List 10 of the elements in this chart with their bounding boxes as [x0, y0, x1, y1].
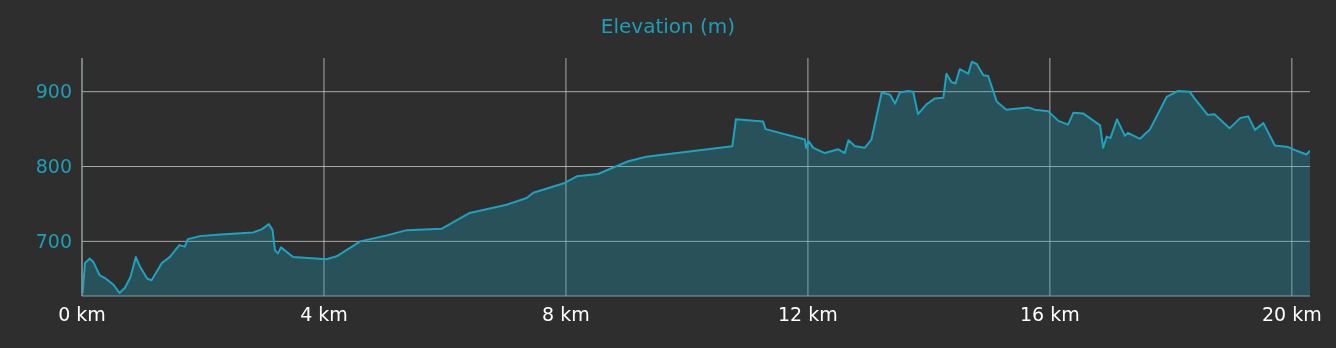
- x-tick-label: 4 km: [300, 303, 348, 326]
- x-tick-label: 0 km: [58, 303, 106, 326]
- x-tick-label: 8 km: [542, 303, 590, 326]
- x-tick-label: 20 km: [1261, 303, 1322, 326]
- y-tick-label: 900: [35, 80, 72, 103]
- y-tick-label: 800: [35, 155, 72, 178]
- x-tick-label: 12 km: [778, 303, 838, 326]
- chart-title: Elevation (m): [599, 14, 737, 38]
- y-tick-label: 700: [35, 230, 72, 253]
- x-tick-label: 16 km: [1020, 303, 1080, 326]
